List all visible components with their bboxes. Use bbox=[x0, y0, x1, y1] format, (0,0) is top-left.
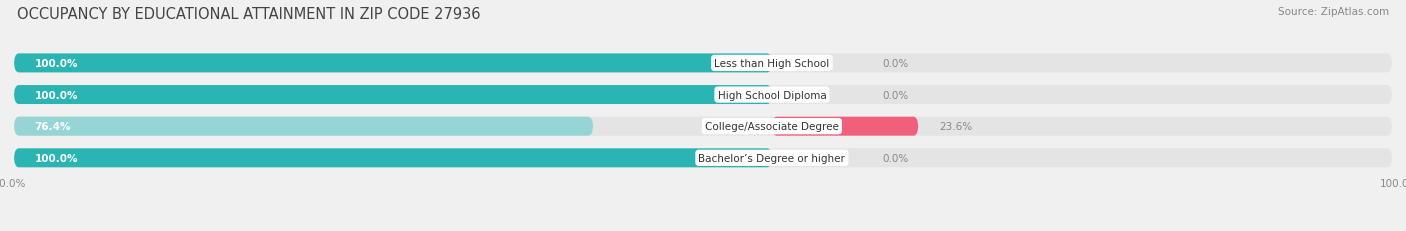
Text: 23.6%: 23.6% bbox=[939, 122, 972, 132]
FancyBboxPatch shape bbox=[14, 54, 772, 73]
FancyBboxPatch shape bbox=[14, 149, 772, 167]
FancyBboxPatch shape bbox=[14, 54, 1392, 73]
Text: Bachelor’s Degree or higher: Bachelor’s Degree or higher bbox=[699, 153, 845, 163]
Text: Less than High School: Less than High School bbox=[714, 59, 830, 69]
Text: High School Diploma: High School Diploma bbox=[717, 90, 827, 100]
FancyBboxPatch shape bbox=[14, 86, 772, 105]
FancyBboxPatch shape bbox=[772, 117, 918, 136]
Text: 100.0%: 100.0% bbox=[0, 179, 25, 188]
FancyBboxPatch shape bbox=[14, 149, 1392, 167]
Text: 0.0%: 0.0% bbox=[882, 153, 908, 163]
Text: 100.0%: 100.0% bbox=[35, 153, 79, 163]
FancyBboxPatch shape bbox=[14, 86, 1392, 105]
Text: Source: ZipAtlas.com: Source: ZipAtlas.com bbox=[1278, 7, 1389, 17]
Text: 100.0%: 100.0% bbox=[35, 59, 79, 69]
Text: OCCUPANCY BY EDUCATIONAL ATTAINMENT IN ZIP CODE 27936: OCCUPANCY BY EDUCATIONAL ATTAINMENT IN Z… bbox=[17, 7, 481, 22]
Text: 0.0%: 0.0% bbox=[882, 59, 908, 69]
Text: 0.0%: 0.0% bbox=[882, 90, 908, 100]
Text: 100.0%: 100.0% bbox=[35, 90, 79, 100]
Text: 100.0%: 100.0% bbox=[1381, 179, 1406, 188]
FancyBboxPatch shape bbox=[14, 117, 593, 136]
Text: 76.4%: 76.4% bbox=[35, 122, 72, 132]
Text: College/Associate Degree: College/Associate Degree bbox=[704, 122, 839, 132]
FancyBboxPatch shape bbox=[14, 117, 1392, 136]
